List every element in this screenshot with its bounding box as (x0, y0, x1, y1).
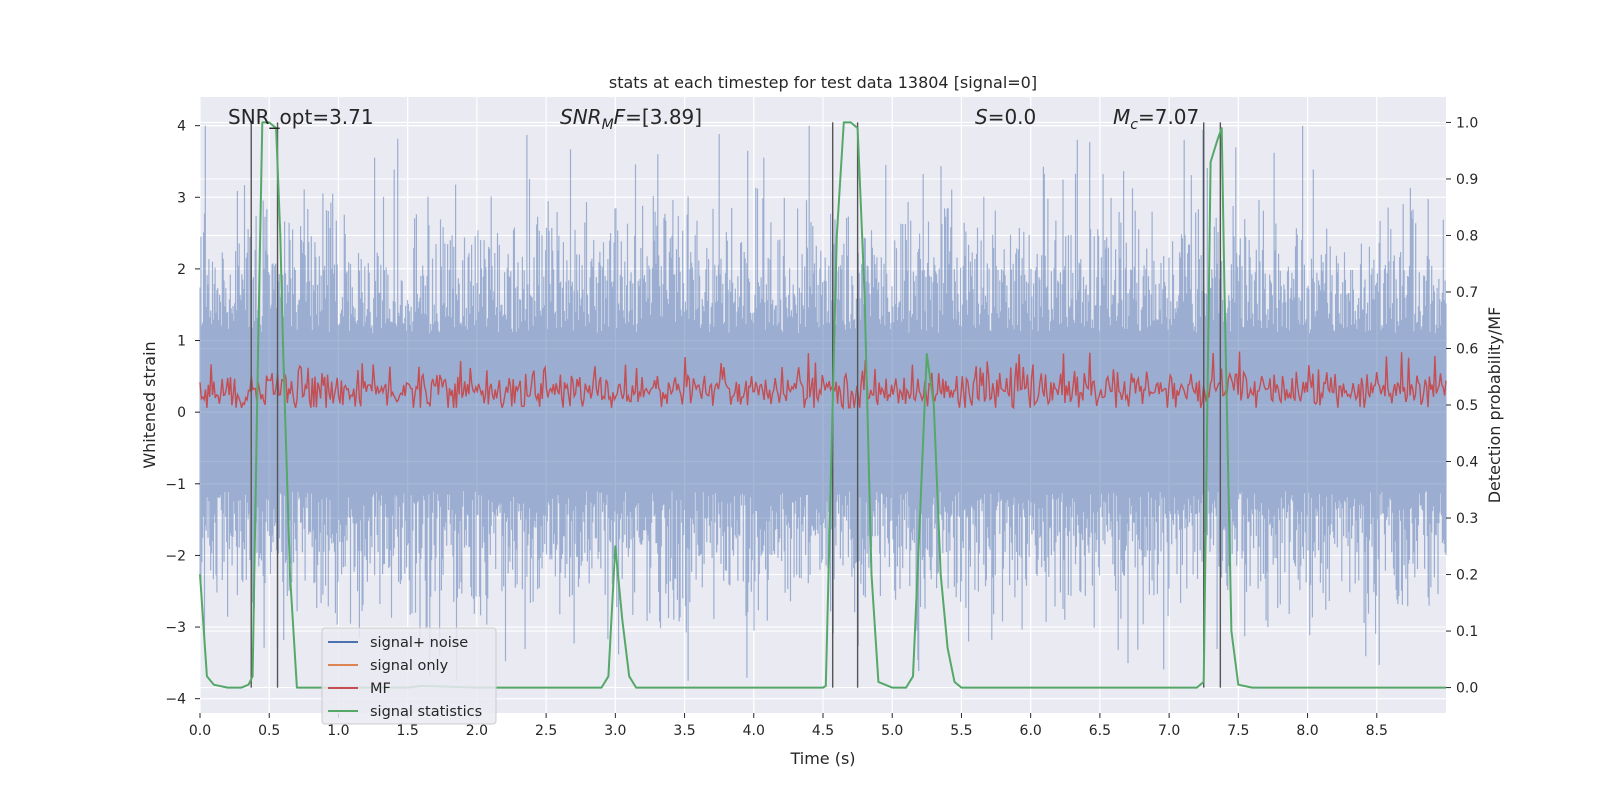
y-right-tick-label: 0.5 (1456, 398, 1478, 414)
x-tick-label: 1.0 (327, 723, 349, 739)
signal-statistics-line (199, 121, 1446, 689)
annotation-s-value: =0.0 (988, 105, 1037, 129)
x-tick-label: 5.5 (950, 723, 972, 739)
x-tick-label: 6.5 (1089, 723, 1111, 739)
y-left-tick-label: 4 (177, 119, 186, 135)
x-axis-ticks: 0.0 0.5 1.0 1.5 2.0 2.5 3.0 3.5 4.0 4.5 5.0 5.5 6.0 6… (189, 713, 1388, 739)
y-right-tick-label: 0.9 (1456, 172, 1478, 188)
y-right-tick-label: 0.6 (1456, 341, 1478, 357)
y-right-axis-label: Detection probability/MF (1485, 307, 1504, 504)
y-right-tick-label: 0.4 (1456, 455, 1478, 471)
x-tick-label: 4.5 (812, 723, 834, 739)
y-left-axis-label: Whitened strain (140, 341, 159, 468)
x-axis-label: Time (s) (789, 749, 855, 768)
x-tick-label: 8.5 (1366, 723, 1388, 739)
x-tick-label: 7.0 (1158, 723, 1180, 739)
x-tick-label: 3.5 (673, 723, 695, 739)
x-tick-label: 7.5 (1227, 723, 1249, 739)
x-tick-label: 0.0 (189, 723, 211, 739)
x-tick-label: 0.5 (258, 723, 280, 739)
legend-label-signal-only: signal only (370, 658, 449, 674)
legend-label-noise: signal+ noise (370, 635, 468, 651)
annotation-s: S=0.0 (975, 105, 1036, 129)
y-right-tick-label: 0.8 (1456, 228, 1478, 244)
annotation-snr-mf: SNRMF=[3.89] (560, 105, 702, 133)
annotation-mc: Mc=7.07 (1113, 105, 1199, 133)
y-left-tick-label: 2 (177, 262, 186, 278)
legend-label-signal-statistics: signal statistics (370, 704, 482, 720)
y-left-tick-label: −4 (165, 692, 186, 708)
y-left-tick-label: −3 (165, 620, 186, 636)
annotation-mc-value: =7.07 (1138, 105, 1199, 129)
x-tick-label: 2.0 (466, 723, 488, 739)
x-tick-label: 1.5 (397, 723, 419, 739)
y-right-tick-label: 0.2 (1456, 568, 1478, 584)
y-right-tick-label: 0.3 (1456, 511, 1478, 527)
x-tick-label: 8.0 (1296, 723, 1318, 739)
x-tick-label: 4.0 (743, 723, 765, 739)
x-tick-label: 2.5 (535, 723, 557, 739)
y-right-tick-label: 0.0 (1456, 681, 1478, 697)
mf-line (199, 351, 1447, 410)
signal-statistics-series (199, 121, 1446, 689)
y-right-tick-label: 0.7 (1456, 285, 1478, 301)
y-right-tick-label: 1.0 (1456, 115, 1478, 131)
y-right-axis-ticks: 1.0 0.9 0.8 0.7 0.6 0.5 0.4 0.3 0.2 0.1 0.0 (1446, 115, 1478, 697)
legend: signal+ noise signal only MF signal stat… (321, 627, 497, 725)
annotation-snr-opt: SNR_opt=3.71 (228, 105, 374, 129)
legend-label-mf: MF (370, 681, 391, 697)
y-left-tick-label: 3 (177, 190, 186, 206)
x-tick-label: 5.0 (881, 723, 903, 739)
y-left-tick-label: 0 (177, 405, 186, 421)
mf-series (199, 351, 1447, 410)
y-left-axis-ticks: 4 3 2 1 0 −1 −2 −3 −4 (165, 119, 200, 708)
y-left-tick-label: −2 (165, 548, 186, 564)
chart-title: stats at each timestep for test data 138… (609, 73, 1037, 92)
legend-box (321, 627, 497, 725)
annotation-snr-mf-value: =[3.89] (625, 105, 702, 129)
x-tick-label: 6.0 (1020, 723, 1042, 739)
y-left-tick-label: −1 (165, 477, 186, 493)
y-left-tick-label: 1 (177, 334, 186, 350)
x-tick-label: 3.0 (604, 723, 626, 739)
y-right-tick-label: 0.1 (1456, 624, 1478, 640)
